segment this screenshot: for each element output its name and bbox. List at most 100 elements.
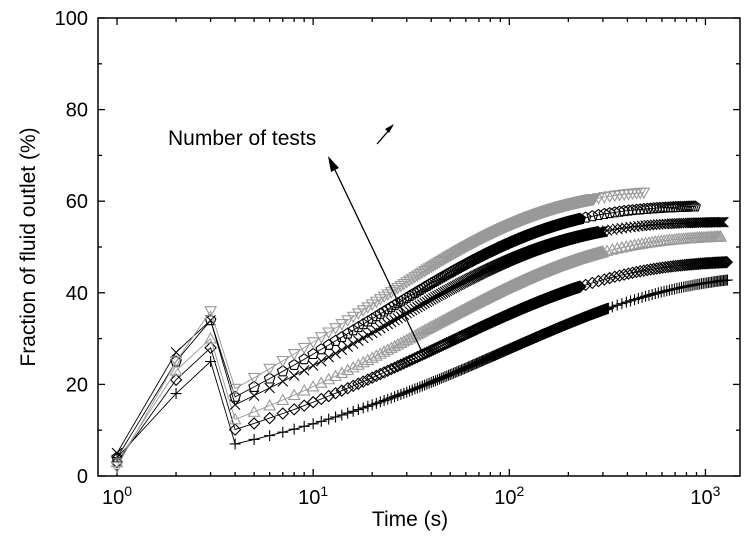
data-point [384,362,398,376]
data-point [336,409,348,421]
data-point [406,384,418,396]
data-point [247,417,261,430]
data-point [431,273,444,285]
data-point [110,461,124,474]
data-point [381,289,395,301]
data-point [204,341,217,355]
data-point [418,281,431,293]
data-point [720,255,734,269]
data-point [298,353,311,365]
data-point [600,244,614,256]
data-point [314,332,328,344]
trend-arrow-line [334,169,425,357]
data-point [314,376,328,388]
data-point [352,321,365,333]
data-point [592,274,605,288]
data-point [307,360,319,371]
data-point [204,331,218,344]
data-point [470,236,483,248]
data-point [288,358,301,370]
data-point [288,423,300,435]
data-point [315,415,327,427]
data-point [391,297,404,309]
data-point [605,243,619,255]
x-tick-label: 102 [494,483,524,509]
data-point [652,287,664,299]
data-point [297,384,311,396]
data-point [438,253,452,266]
data-point [443,284,454,296]
data-point [419,379,431,391]
data-point [169,373,183,387]
data-point [635,237,649,249]
data-point [287,388,301,401]
data-point [111,447,123,459]
data-point [598,273,611,286]
data-point [468,236,482,249]
data-point [658,218,670,230]
data-point [440,336,454,350]
data-point [352,377,365,390]
data-point [712,216,724,228]
data-point [611,299,623,311]
data-point [414,381,426,393]
data-point [297,399,311,412]
data-point [606,224,618,236]
data-point [415,267,429,280]
data-point [433,272,446,284]
data-point [330,411,342,423]
data-point [442,251,455,264]
data-point [452,261,465,273]
data-point [457,363,469,375]
data-point [592,208,605,221]
data-point [416,380,428,392]
data-point [442,336,455,349]
data-point [385,301,398,313]
series-line [116,206,696,458]
data-point [471,235,485,248]
data-point [435,271,448,283]
data-point [329,387,342,400]
data-point [403,275,416,288]
data-point [597,225,609,237]
data-point [306,337,320,349]
data-point [400,277,414,289]
data-point [715,256,728,269]
data-point [170,347,182,358]
data-point [388,361,401,374]
data-point [630,203,643,215]
data-point [394,280,408,293]
data-point [342,407,354,419]
data-point [423,377,435,389]
data-point [406,304,418,316]
data-point [408,272,422,284]
data-point [361,373,375,386]
data-point [346,311,360,324]
data-point [408,286,421,298]
data-point [666,284,678,296]
data-point [626,204,639,216]
data-point [398,387,410,399]
data-point [228,412,242,425]
data-point [381,364,395,378]
data-point [616,222,628,234]
data-point [622,267,635,280]
data-point [714,230,728,242]
data-point [352,404,364,416]
data-point [277,426,289,438]
data-point [248,380,260,392]
data-point [401,386,413,398]
data-point [381,303,394,315]
data-point [170,388,182,400]
data-point [655,286,667,298]
data-point [329,369,342,382]
data-point [413,268,427,281]
series-pentagon [111,200,701,463]
data-point [341,363,355,376]
data-point [404,385,416,397]
data-point [626,266,639,280]
data-point [330,348,341,359]
data-point [444,283,456,295]
data-point [335,331,348,343]
data-point [455,364,467,376]
